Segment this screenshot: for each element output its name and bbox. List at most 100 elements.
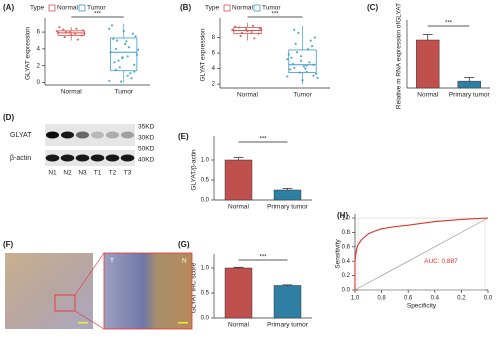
data-point	[118, 66, 121, 69]
y-axis-label: GLYAT expression	[200, 28, 207, 81]
data-point	[250, 30, 253, 34]
data-point	[116, 39, 119, 42]
data-point	[133, 70, 136, 73]
y-tick-label: 0.5	[201, 178, 210, 184]
data-point	[240, 31, 244, 34]
data-point	[257, 32, 260, 35]
actin-band	[105, 154, 120, 162]
roc-curve	[354, 217, 489, 290]
data-point	[245, 27, 248, 31]
y-tick-label: 8	[212, 35, 216, 41]
auc-annotation: AUC: 0.887	[424, 258, 458, 265]
data-point	[289, 68, 292, 71]
data-point	[286, 58, 289, 61]
y-tick-label: 0.8	[342, 230, 351, 236]
significance-label: ***	[94, 12, 102, 18]
glyat-band	[61, 131, 74, 139]
data-point	[293, 66, 296, 69]
data-point	[127, 46, 131, 49]
actin-band	[120, 154, 135, 162]
box	[110, 37, 138, 72]
y-tick-label: 2	[212, 82, 216, 88]
data-point	[290, 56, 293, 59]
x-tick-label: 0.0	[484, 296, 493, 302]
data-point	[76, 38, 79, 41]
y-tick-label: 4	[212, 66, 216, 72]
y-tick-label: 4	[37, 46, 41, 52]
data-point	[117, 59, 120, 62]
data-point	[294, 42, 297, 45]
data-point	[130, 77, 133, 80]
x-axis-label: Specificity	[407, 303, 437, 310]
data-point	[114, 68, 117, 71]
plot-frame	[357, 217, 486, 291]
glyat-band	[106, 131, 119, 139]
x-tick-label: Tumor	[114, 89, 133, 96]
x-tick-label: 0.6	[404, 296, 413, 302]
data-point	[126, 55, 129, 58]
y-tick-label: 2	[37, 63, 41, 69]
data-point	[81, 29, 85, 32]
lane-label: N3	[78, 170, 87, 177]
data-point	[302, 65, 305, 68]
zoom-connector	[74, 310, 105, 330]
data-point	[113, 61, 116, 64]
y-tick-label: 0.0	[201, 316, 210, 322]
y-tick-label: 0.5	[201, 291, 210, 297]
x-tick-label: 0.2	[457, 296, 466, 302]
y-tick-label: 1.0	[342, 216, 351, 222]
data-point	[129, 72, 132, 75]
data-point	[63, 36, 66, 39]
data-point	[137, 48, 140, 51]
glyat-band	[46, 131, 59, 139]
x-tick-label: Normal	[228, 204, 250, 211]
data-point	[253, 37, 256, 40]
data-point	[55, 30, 58, 33]
zoom-region	[54, 294, 76, 312]
data-point	[112, 37, 115, 40]
bar	[273, 189, 302, 201]
y-axis-label: Sensitivity	[335, 239, 342, 269]
x-tick-label: Primary tumor	[267, 204, 309, 211]
data-point	[295, 51, 299, 54]
zoom-label: N	[182, 258, 187, 265]
lane-label: T2	[109, 170, 117, 177]
data-point	[133, 63, 136, 66]
lane-label: T3	[124, 170, 132, 177]
data-point	[286, 75, 289, 78]
x-tick-label: 0.4	[431, 296, 440, 302]
data-point	[298, 71, 301, 74]
data-point	[258, 27, 261, 30]
data-point	[120, 80, 123, 83]
legend-title: Type	[205, 5, 219, 12]
actin-band	[60, 154, 75, 162]
data-point	[311, 44, 314, 48]
zoom-label: T	[110, 258, 114, 265]
scale-bar	[178, 322, 188, 324]
data-point	[308, 61, 311, 64]
data-point	[62, 28, 65, 31]
panel-label: (B)	[180, 3, 191, 12]
x-tick-label: 0.8	[377, 296, 386, 302]
legend-swatch	[78, 4, 86, 12]
data-point	[125, 40, 128, 43]
y-axis-label: Relative m RNA expression ofGLYAT	[396, 3, 403, 109]
data-point	[313, 36, 316, 39]
x-tick-label: Primary tumor	[449, 92, 491, 99]
x-tick-label: Normal	[61, 89, 83, 96]
y-tick-label: 6	[212, 51, 216, 57]
panel-label: (F)	[3, 240, 14, 249]
panel-label: (H)	[337, 211, 348, 220]
data-point	[58, 25, 61, 29]
legend-title: Type	[30, 5, 44, 12]
data-point	[316, 76, 319, 80]
glyat-band	[76, 131, 89, 139]
x-tick-label: Normal	[417, 92, 439, 99]
data-point	[239, 34, 242, 38]
data-point	[238, 26, 241, 29]
x-tick-label: Normal	[237, 92, 259, 99]
bar	[273, 285, 302, 319]
blot-row-label: GLYAT	[10, 132, 32, 139]
data-point	[75, 27, 78, 30]
